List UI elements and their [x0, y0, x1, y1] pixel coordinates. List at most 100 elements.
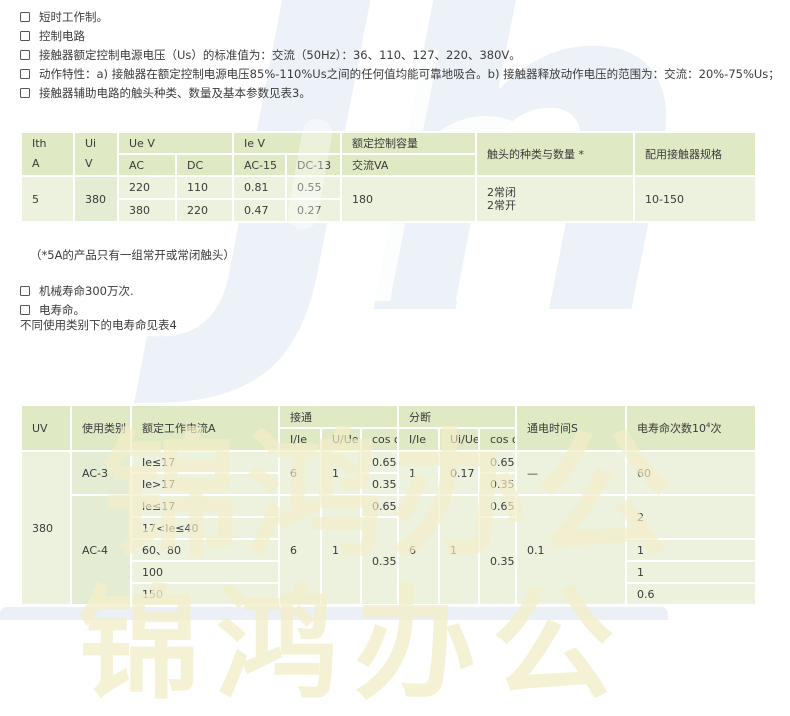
t4-header-make-uue: U/Ue — [320, 427, 362, 452]
intro-item-label: 动作特性：a) 接触器在额定控制电源电压85%-110%Us之间的任何值均能可靠… — [39, 66, 780, 81]
t4-cell-life-r7: 0.6 — [625, 582, 757, 606]
t4-header-current: 额定工作电流A — [130, 404, 280, 452]
t4-header-life: 电寿命次数104次 — [625, 404, 757, 452]
t3-cell-ith: 5 — [20, 175, 75, 223]
intro-item-label: 短时工作制。 — [39, 9, 108, 24]
t4-cell-make-uue-ac3: 1 — [320, 450, 362, 496]
t4-cell-make-cos-r2: 0.35 — [360, 472, 399, 496]
t4-cell-break-iie-ac3: 1 — [397, 450, 440, 496]
t4-header-uv: UV — [20, 404, 72, 452]
t4-cell-current-r3: Ie≤17 — [130, 494, 280, 518]
see-table4-note: 不同使用类别下的电寿命见表4 — [20, 318, 177, 332]
t4-cell-current-r1: Ie≤17 — [130, 450, 280, 474]
t4-cell-make-iie-ac3: 6 — [278, 450, 322, 496]
checkbox-icon — [20, 285, 30, 296]
checkbox-icon — [20, 68, 30, 79]
intro-item-label: 控制电路 — [39, 28, 85, 43]
t3-cell-capacity: 180 — [340, 175, 478, 223]
t3-cell-ac15-2: 0.47 — [232, 198, 287, 223]
t4-cell-life-r3: 2 — [625, 494, 757, 540]
t3-cell-ac15-1: 0.81 — [232, 175, 287, 200]
life-list-item-label: 机械寿命300万次. — [39, 283, 134, 298]
t4-cell-current-r6: 100 — [130, 560, 280, 584]
t4-cell-current-r7: 150 — [130, 582, 280, 606]
t3-header-ith: Ith A — [20, 131, 75, 177]
t3-header-ac15: AC-15 — [232, 153, 287, 177]
t4-cell-break-cos-r4: 0.35 — [478, 516, 517, 606]
t4-header-break-iie: I/Ie — [397, 427, 440, 452]
checkbox-icon — [20, 87, 30, 98]
intro-item: 控制电路 — [20, 26, 780, 45]
t4-cell-life-ac3: 60 — [625, 450, 757, 496]
t4-cell-break-uiue-ac3: 0.17 — [438, 450, 480, 496]
t4-cell-life-r5: 1 — [625, 538, 757, 562]
t4-header-make-iie: I/Ie — [278, 427, 322, 452]
t4-header-life-suffix: 次 — [710, 422, 722, 435]
t4-cell-make-cos-r4: 0.35 — [360, 516, 399, 606]
checkbox-icon — [20, 49, 30, 60]
t3-cell-ui: 380 — [73, 175, 119, 223]
life-list-item-label: 电寿命。 — [39, 302, 85, 317]
t4-header-break-uiue: Ui/Ue — [438, 427, 480, 452]
t4-cell-break-cos-r2: 0.35 — [478, 472, 517, 496]
t4-cell-make-cos-r3: 0.65 — [360, 494, 399, 518]
t3-cell-contacts: 2常闭 2常开 — [475, 175, 636, 223]
t3-header-capacity: 额定控制容量 — [340, 131, 478, 155]
t3-cell-contacts-line2: 2常开 — [487, 199, 517, 212]
t4-header-break: 分断 — [397, 404, 517, 429]
t4-cell-time-ac3: — — [515, 450, 627, 496]
t4-cell-break-iie-ac4: 6 — [397, 494, 440, 606]
t4-header-category: 使用类别 — [70, 404, 132, 452]
t3-header-ue: Ue V — [117, 131, 234, 155]
t4-cell-category-ac4: AC-4 — [70, 494, 132, 606]
life-list-item: 机械寿命300万次. — [20, 281, 134, 300]
t4-header-break-cos: cos φ — [478, 427, 517, 452]
t3-header-dc13: DC-13 — [284, 153, 343, 177]
asterisk-note: （*5A的产品只有一组常开或常闭触头） — [30, 248, 235, 262]
t4-cell-current-r2: Ie>17 — [130, 472, 280, 496]
checkbox-icon — [20, 30, 30, 41]
intro-item: 短时工作制。 — [20, 7, 780, 26]
t4-header-make: 接通 — [278, 404, 399, 429]
t3-cell-ue-ac-1: 220 — [117, 175, 177, 200]
intro-item-label: 接触器额定控制电源电压（Us）的标准值为：交流（50Hz）：36、110、127… — [39, 47, 521, 62]
aux-contact-table: Ith A Ui V Ue V Ie V 额定控制容量 触头的种类与数量 * 配… — [20, 131, 758, 223]
t3-cell-dc13-2: 0.27 — [284, 198, 343, 223]
t3-header-spec: 配用接触器规格 — [633, 131, 758, 177]
t4-cell-break-cos-r1: 0.65 — [478, 450, 517, 474]
t4-cell-break-cos-r3: 0.65 — [478, 494, 517, 518]
t4-cell-life-r6: 1 — [625, 560, 757, 584]
t3-header-ui-label: Ui — [85, 137, 97, 150]
t3-header-contacts: 触头的种类与数量 * — [475, 131, 636, 177]
checkbox-icon — [20, 304, 30, 315]
intro-item: 动作特性：a) 接触器在额定控制电源电压85%-110%Us之间的任何值均能可靠… — [20, 64, 780, 83]
t4-header-time: 通电时间S — [515, 404, 627, 452]
t3-header-ue-ac: AC — [117, 153, 177, 177]
life-list: 机械寿命300万次. 电寿命。 — [20, 281, 134, 319]
t4-cell-current-r5: 60、80 — [130, 538, 280, 562]
t4-header-make-cos: cos φ — [360, 427, 399, 452]
t4-cell-time-ac4: 0.1 — [515, 494, 627, 606]
t3-header-ue-dc: DC — [175, 153, 234, 177]
t3-cell-ue-dc-1: 110 — [175, 175, 234, 200]
checkbox-icon — [20, 11, 30, 22]
t4-header-life-exponent: 4 — [706, 421, 711, 430]
t3-cell-ue-dc-2: 220 — [175, 198, 234, 223]
t4-cell-current-r4: 17<Ie≤40 — [130, 516, 280, 540]
document-page: { "colors": { "header_green": "#dfe9c3",… — [0, 0, 780, 706]
t3-header-ith-unit: A — [32, 157, 40, 170]
t4-cell-uv: 380 — [20, 450, 72, 606]
t3-cell-ue-ac-2: 380 — [117, 198, 177, 223]
intro-list: 短时工作制。 控制电路 接触器额定控制电源电压（Us）的标准值为：交流（50Hz… — [20, 7, 780, 102]
electrical-life-table: UV 使用类别 额定工作电流A 接通 分断 通电时间S 电寿命次数104次 I/… — [20, 404, 757, 606]
intro-item: 接触器额定控制电源电压（Us）的标准值为：交流（50Hz）：36、110、127… — [20, 45, 780, 64]
t3-header-ui: Ui V — [73, 131, 119, 177]
t3-cell-spec: 10-150 — [633, 175, 758, 223]
life-list-item: 电寿命。 — [20, 300, 134, 319]
intro-item-label: 接触器辅助电路的触头种类、数量及基本参数见表3。 — [39, 85, 311, 100]
t4-cell-make-iie-ac4: 6 — [278, 494, 322, 606]
t4-header-life-prefix: 电寿命次数10 — [637, 422, 706, 435]
t3-header-ie: Ie V — [231, 131, 343, 155]
watermark-band — [0, 607, 668, 620]
t4-cell-make-uue-ac4: 1 — [320, 494, 362, 606]
